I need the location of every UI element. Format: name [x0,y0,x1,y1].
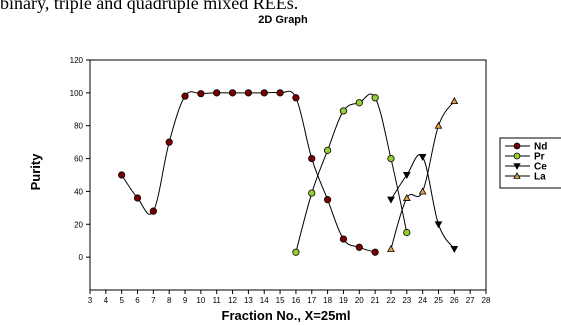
legend-label-nd: Nd [534,142,547,153]
data-point-nd [260,89,268,97]
x-tick-label: 7 [151,296,156,305]
x-tick-label: 13 [244,296,253,305]
legend-label-ce: Ce [534,162,547,173]
y-tick-label: 120 [70,56,84,65]
series-pr [292,93,411,256]
data-point-pr [403,228,411,237]
data-point-nd [339,235,348,243]
x-tick-label: 27 [466,296,475,305]
legend-item-nd: Nd [505,142,547,153]
x-tick-label: 4 [104,296,109,305]
data-point-pr [339,107,348,115]
data-point-ce [402,172,411,180]
x-tick-label: 11 [213,296,222,305]
legend-item-ce: Ce [505,162,547,173]
series-line-nd [121,90,376,253]
x-tick-label: 5 [119,296,124,305]
x-tick-label: 8 [167,296,172,305]
x-tick-label: 28 [482,296,491,305]
x-tick-label: 19 [339,296,348,305]
y-tick-label: 20 [74,220,83,229]
x-tick-label: 12 [228,296,237,305]
x-tick-label: 20 [355,296,364,305]
data-point-nd [308,154,316,163]
data-point-la [450,97,459,105]
header-text: binary, triple and quadruple mixed REEs. [0,0,299,13]
plot-frame [89,59,487,291]
legend-item-la: La [505,172,546,183]
series-line-pr [295,93,408,253]
y-tick-label: 0 [79,253,84,262]
legend-marker-nd [513,142,521,150]
data-point-ce [387,196,395,204]
y-tick-label: 100 [70,89,84,98]
y-tick-label: 40 [74,187,83,196]
data-point-pr [292,248,300,256]
data-point-nd [323,196,332,204]
data-point-ce [418,153,427,161]
axes: 3 4 5 6 7 8 9 10 11 12 13 14 15 16 17 18 19 20 21 22 23 24 25 2… [70,56,491,305]
data-point-nd [181,92,189,100]
data-point-nd [133,194,142,202]
x-tick-label: 3 [88,296,93,305]
data-point-ce [450,245,459,253]
data-point-nd [165,138,173,146]
chart-title: 2D Graph [258,14,308,26]
series-la [387,97,459,252]
x-tick-label: 25 [434,296,443,305]
series-line-la [390,100,455,250]
legend-item-pr: Pr [505,152,545,163]
x-tick-label: 21 [371,296,380,305]
data-point-la [387,244,395,252]
data-point-pr [355,99,363,107]
data-point-nd [276,89,284,97]
data-point-nd [149,207,157,215]
x-tick-label: 26 [450,296,459,305]
x-tick-label: 9 [183,296,188,305]
series-ce [387,153,459,253]
data-point-la [402,193,411,201]
x-tick-label: 23 [402,296,411,305]
legend-marker-pr [513,152,521,160]
x-tick-label: 14 [260,296,269,305]
data-point-nd [244,89,252,97]
data-point-pr [308,189,316,197]
x-tick-label: 10 [196,296,205,305]
x-tick-label: 16 [291,296,300,305]
legend-marker-la [513,172,521,179]
data-point-nd [213,89,221,97]
data-point-la [434,121,443,129]
data-point-pr [387,154,395,163]
y-axis-title: Purity [28,153,43,191]
x-tick-label: 15 [276,296,285,305]
y-tick-label: 60 [74,155,83,164]
series-nd [118,89,379,256]
x-axis-title: Fraction No., X=25ml [222,308,351,323]
data-point-nd [197,90,205,98]
x-tick-label: 24 [418,296,427,305]
data-point-pr [371,94,379,102]
x-tick-label: 18 [323,296,332,305]
series-layer [118,89,459,256]
data-point-nd [355,243,363,251]
x-tick-label: 17 [307,296,316,305]
data-point-nd [371,248,379,256]
legend-label-la: La [534,172,546,183]
x-tick-label: 22 [387,296,396,305]
data-point-ce [434,221,443,229]
data-point-nd [118,171,126,179]
data-point-nd [292,94,300,102]
y-tick-label: 80 [74,122,83,131]
data-point-la [418,187,427,195]
legend-marker-ce [513,163,521,170]
legend-label-pr: Pr [534,152,545,163]
data-point-nd [228,89,237,97]
data-point-pr [323,146,332,154]
x-tick-label: 6 [135,296,140,305]
